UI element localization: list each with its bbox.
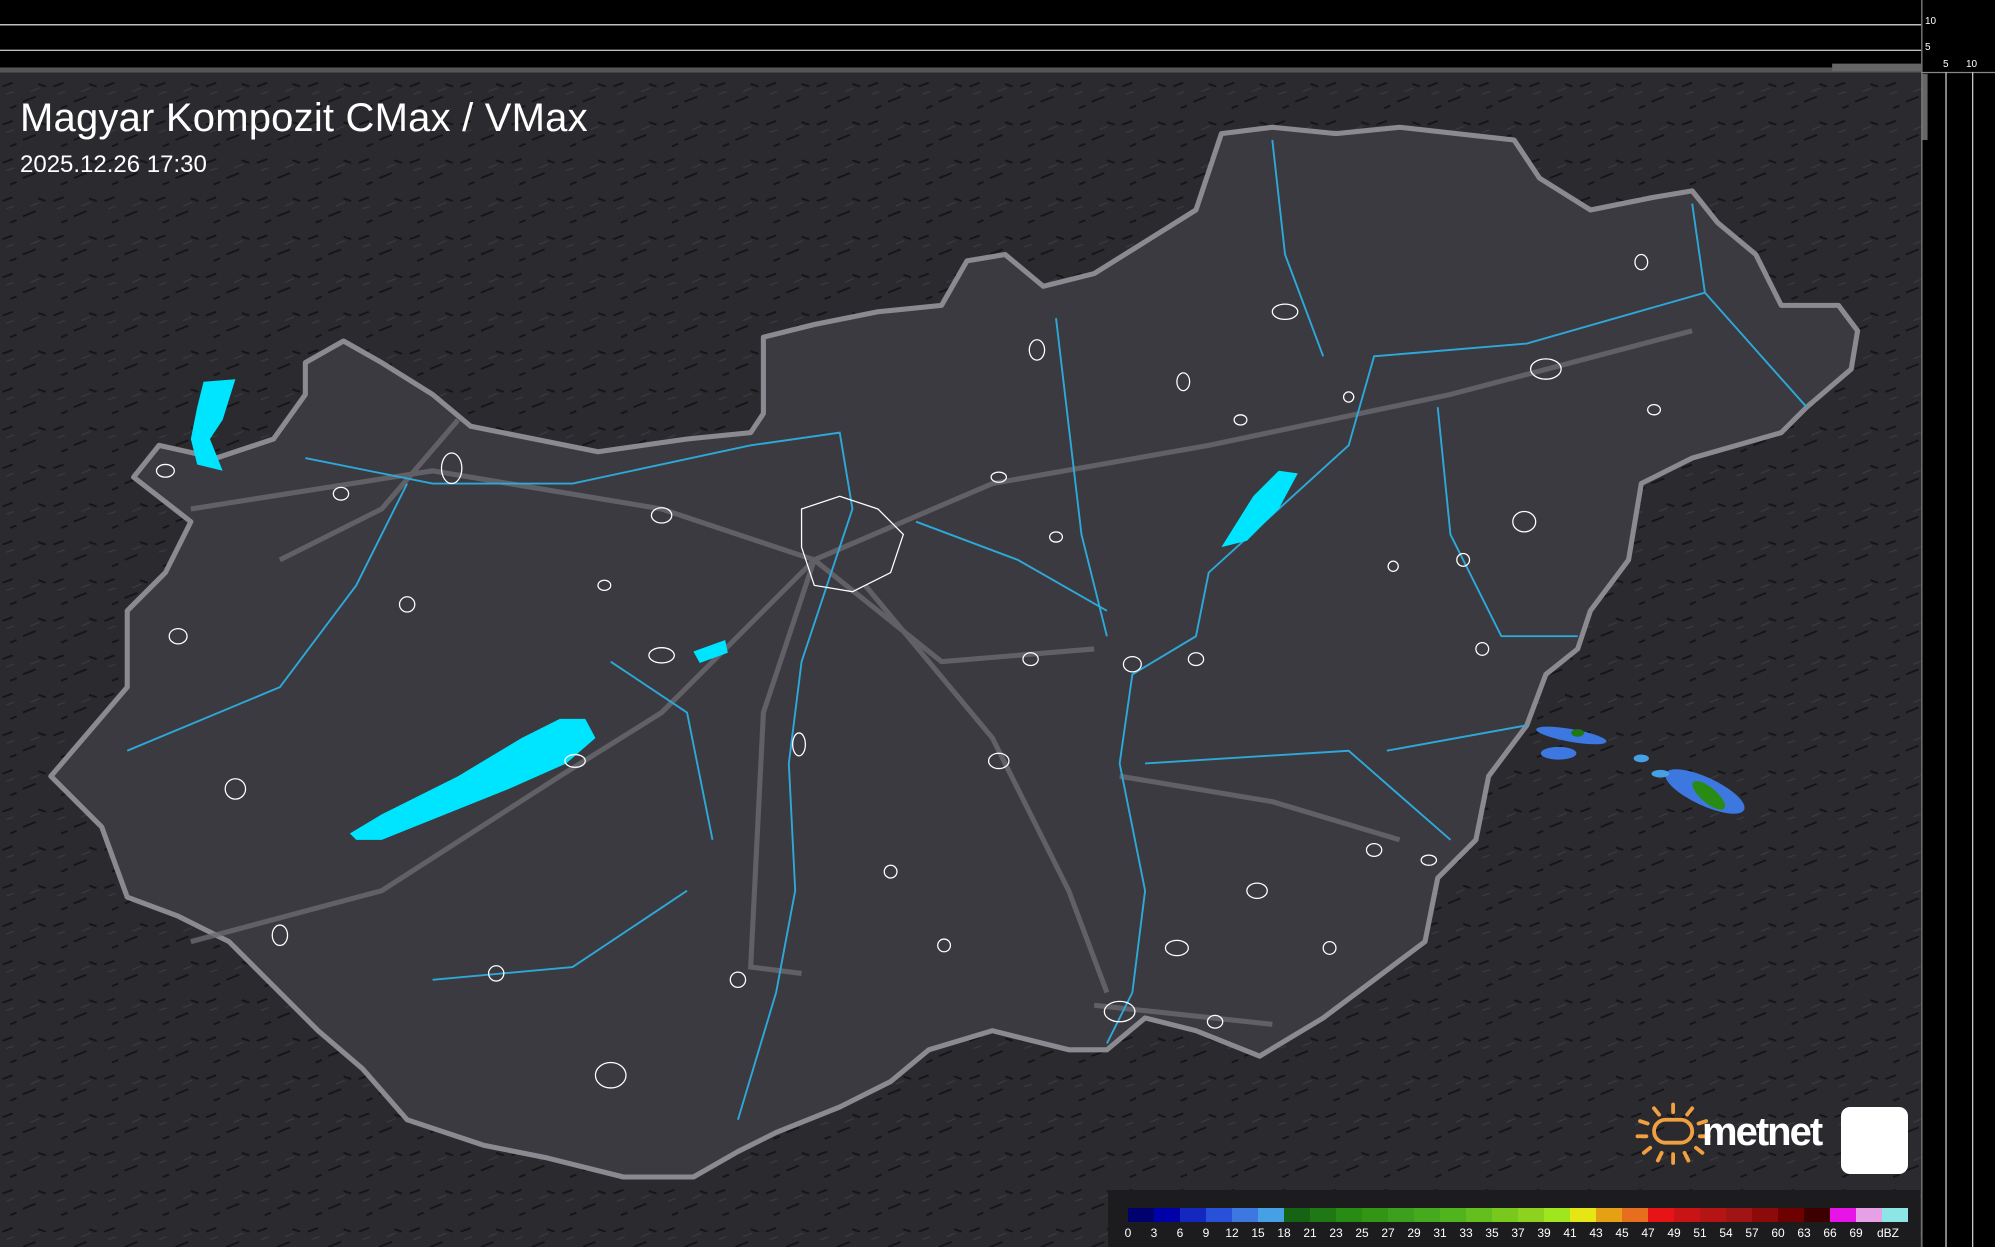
legend-swatch <box>1310 1208 1336 1222</box>
legend-label: 49 <box>1667 1226 1681 1240</box>
top-profile-base <box>0 67 1922 73</box>
legend-label: 33 <box>1459 1226 1473 1240</box>
city-budapest <box>800 495 905 593</box>
legend-labels: 0 3 6 9 12 15 18 21 23 25 27 29 31 33 35 37 39 41 43 45 47 49… <box>1108 1226 1920 1242</box>
legend-swatch <box>1336 1208 1362 1222</box>
legend-swatch <box>1830 1208 1856 1222</box>
legend-label: 63 <box>1797 1226 1811 1240</box>
legend-swatch <box>1570 1208 1596 1222</box>
legend-label: 23 <box>1329 1226 1343 1240</box>
legend-swatch <box>1700 1208 1726 1222</box>
right-axis-tick: 5 <box>1943 59 1949 70</box>
app-icon-box <box>1841 1107 1908 1174</box>
lake-neusiedl <box>190 379 236 471</box>
legend-swatch <box>1284 1208 1310 1222</box>
right-axis-tick: 10 <box>1966 59 1978 70</box>
legend-label: 54 <box>1719 1226 1733 1240</box>
legend-swatch <box>1492 1208 1518 1222</box>
legend-swatch <box>1674 1208 1700 1222</box>
legend-swatch <box>1466 1208 1492 1222</box>
legend-label: 43 <box>1589 1226 1603 1240</box>
legend-label: 66 <box>1823 1226 1837 1240</box>
settlements <box>155 253 1662 1089</box>
metnet-logo-text: metnet <box>1702 1110 1823 1154</box>
legend-swatch <box>1596 1208 1622 1222</box>
legend-swatch <box>1544 1208 1570 1222</box>
legend-label: 57 <box>1745 1226 1759 1240</box>
metnet-sun-logo <box>1635 1102 1711 1165</box>
legend-label: 18 <box>1277 1226 1291 1240</box>
legend-swatch <box>1856 1208 1882 1222</box>
legend-label: 21 <box>1303 1226 1317 1240</box>
hungary-border <box>48 124 1861 1180</box>
map-title: Magyar Kompozit CMax / VMax <box>20 96 588 140</box>
legend-swatch <box>1440 1208 1466 1222</box>
lake-tisza <box>1221 470 1298 548</box>
radar-echoes <box>1536 726 1745 814</box>
legend-swatch <box>1180 1208 1206 1222</box>
right-profile-highlight <box>1922 73 1928 140</box>
top-profile-panel <box>0 0 1922 72</box>
river-tisza <box>1106 203 1706 1044</box>
lake-balaton <box>349 718 596 840</box>
legend-swatch <box>1882 1208 1908 1222</box>
legend-unit: dBZ <box>1876 1226 1900 1240</box>
legend-label: 51 <box>1693 1226 1707 1240</box>
legend-swatch <box>1128 1208 1154 1222</box>
legend-label: 9 <box>1202 1226 1210 1240</box>
legend-label: 41 <box>1563 1226 1577 1240</box>
legend-label: 15 <box>1251 1226 1265 1240</box>
legend-label: 29 <box>1407 1226 1421 1240</box>
top-profile-highlight <box>1832 63 1922 72</box>
rivers <box>126 139 1808 1121</box>
legend-label: 12 <box>1225 1226 1239 1240</box>
legend-label: 3 <box>1150 1226 1158 1240</box>
legend-label: 69 <box>1849 1226 1863 1240</box>
map-timestamp: 2025.12.26 17:30 <box>20 151 207 178</box>
legend-label: 0 <box>1124 1226 1132 1240</box>
legend-swatch <box>1622 1208 1648 1222</box>
legend-label: 35 <box>1485 1226 1499 1240</box>
lake-velence <box>693 640 728 663</box>
legend-label: 27 <box>1381 1226 1395 1240</box>
legend-swatch <box>1362 1208 1388 1222</box>
legend-swatch <box>1648 1208 1674 1222</box>
legend-swatch <box>1258 1208 1284 1222</box>
legend-swatch <box>1206 1208 1232 1222</box>
legend-label: 39 <box>1537 1226 1551 1240</box>
legend-label: 25 <box>1355 1226 1369 1240</box>
right-profile-panel <box>1921 0 1995 1247</box>
legend-swatch <box>1388 1208 1414 1222</box>
dbz-color-legend: 0 3 6 9 12 15 18 21 23 25 27 29 31 33 35 37 39 41 43 45 47 49… <box>1108 1190 1920 1247</box>
legend-swatch <box>1752 1208 1778 1222</box>
river-danube <box>305 431 854 1121</box>
legend-label: 31 <box>1433 1226 1447 1240</box>
legend-label: 47 <box>1641 1226 1655 1240</box>
top-axis-tick: 5 <box>1925 42 1931 53</box>
legend-swatch <box>1518 1208 1544 1222</box>
legend-label: 45 <box>1615 1226 1629 1240</box>
legend-swatch <box>1414 1208 1440 1222</box>
legend-swatch <box>1726 1208 1752 1222</box>
legend-swatch <box>1778 1208 1804 1222</box>
legend-color-bar <box>1128 1208 1908 1222</box>
legend-label: 37 <box>1511 1226 1525 1240</box>
legend-swatch <box>1804 1208 1830 1222</box>
top-axis-tick: 10 <box>1925 16 1937 27</box>
legend-label: 60 <box>1771 1226 1785 1240</box>
legend-label: 6 <box>1176 1226 1184 1240</box>
legend-swatch <box>1154 1208 1180 1222</box>
legend-swatch <box>1232 1208 1258 1222</box>
